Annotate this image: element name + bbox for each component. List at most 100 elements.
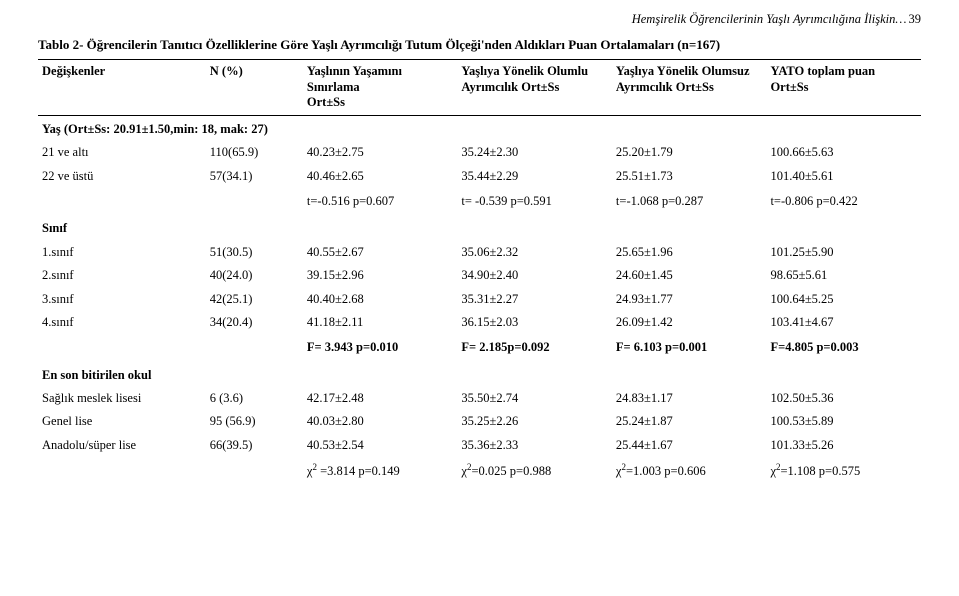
col-c3: Yaşlıya Yönelik Olumsuz Ayrımcılık Ort±S… <box>612 60 767 116</box>
table-row: Genel lise 95 (56.9) 40.03±2.80 35.25±2.… <box>38 410 921 433</box>
row-label: Anadolu/süper lise <box>38 434 206 457</box>
cell: 100.64±5.25 <box>766 288 921 311</box>
cell: 102.50±5.36 <box>766 387 921 410</box>
cell: 40.46±2.65 <box>303 165 458 188</box>
stat-cell: F= 6.103 p=0.001 <box>612 334 767 361</box>
group-sinif-label: Sınıf <box>38 215 921 240</box>
row-n: 34(20.4) <box>206 311 303 334</box>
row-n: 57(34.1) <box>206 165 303 188</box>
row-label: 22 ve üstü <box>38 165 206 188</box>
cell: 25.51±1.73 <box>612 165 767 188</box>
cell: 36.15±2.03 <box>457 311 612 334</box>
row-label: Genel lise <box>38 410 206 433</box>
stat-cell: F= 2.185p=0.092 <box>457 334 612 361</box>
col-c4-line1: YATO toplam puan <box>770 64 875 78</box>
table-row: Anadolu/süper lise 66(39.5) 40.53±2.54 3… <box>38 434 921 457</box>
table-row: 22 ve üstü 57(34.1) 40.46±2.65 35.44±2.2… <box>38 165 921 188</box>
table-title: Tablo 2- Öğrencilerin Tanıtıcı Özellikle… <box>38 37 921 53</box>
row-label: 2.sınıf <box>38 264 206 287</box>
row-label: 4.sınıf <box>38 311 206 334</box>
cell: 35.06±2.32 <box>457 241 612 264</box>
cell: 103.41±4.67 <box>766 311 921 334</box>
cell: 35.25±2.26 <box>457 410 612 433</box>
group-okul-label: En son bitirilen okul <box>38 362 921 387</box>
row-n: 66(39.5) <box>206 434 303 457</box>
running-title: Hemşirelik Öğrencilerinin Yaşlı Ayrımcıl… <box>632 12 907 26</box>
col-c4: YATO toplam puan Ort±Ss <box>766 60 921 116</box>
cell: 40.53±2.54 <box>303 434 458 457</box>
stat-cell: t=-0.806 p=0.422 <box>766 188 921 215</box>
row-n: 95 (56.9) <box>206 410 303 433</box>
cell: 25.20±1.79 <box>612 141 767 164</box>
cell: 24.60±1.45 <box>612 264 767 287</box>
table-row: 21 ve altı 110(65.9) 40.23±2.75 35.24±2.… <box>38 141 921 164</box>
cell: 101.33±5.26 <box>766 434 921 457</box>
cell: 26.09±1.42 <box>612 311 767 334</box>
col-c1: Yaşlının Yaşamını Sınırlama Ort±Ss <box>303 60 458 116</box>
cell: 40.40±2.68 <box>303 288 458 311</box>
row-n: 51(30.5) <box>206 241 303 264</box>
cell: 40.03±2.80 <box>303 410 458 433</box>
cell: 101.40±5.61 <box>766 165 921 188</box>
running-header: Hemşirelik Öğrencilerinin Yaşlı Ayrımcıl… <box>38 12 921 27</box>
row-label: 21 ve altı <box>38 141 206 164</box>
cell: 35.44±2.29 <box>457 165 612 188</box>
col-c2-line2: Ayrımcılık Ort±Ss <box>461 80 559 94</box>
table-row: Sağlık meslek lisesi 6 (3.6) 42.17±2.48 … <box>38 387 921 410</box>
stats-row: F= 3.943 p=0.010 F= 2.185p=0.092 F= 6.10… <box>38 334 921 361</box>
stats-row: χ2 =3.814 p=0.149 χ2=0.025 p=0.988 χ2=1.… <box>38 457 921 486</box>
stats-row: t=-0.516 p=0.607 t= -0.539 p=0.591 t=-1.… <box>38 188 921 215</box>
cell: 42.17±2.48 <box>303 387 458 410</box>
col-variable: Değişkenler <box>38 60 206 116</box>
stat-cell: t=-0.516 p=0.607 <box>303 188 458 215</box>
stat-cell: t=-1.068 p=0.287 <box>612 188 767 215</box>
page-number: 39 <box>909 12 922 26</box>
cell: 100.66±5.63 <box>766 141 921 164</box>
row-label: 3.sınıf <box>38 288 206 311</box>
cell: 40.23±2.75 <box>303 141 458 164</box>
cell: 39.15±2.96 <box>303 264 458 287</box>
table-row: 2.sınıf 40(24.0) 39.15±2.96 34.90±2.40 2… <box>38 264 921 287</box>
row-label: 1.sınıf <box>38 241 206 264</box>
col-n: N (%) <box>206 60 303 116</box>
cell: 35.50±2.74 <box>457 387 612 410</box>
col-c3-line2: Ayrımcılık Ort±Ss <box>616 80 714 94</box>
stat-cell: F= 3.943 p=0.010 <box>303 334 458 361</box>
col-c2: Yaşlıya Yönelik Olumlu Ayrımcılık Ort±Ss <box>457 60 612 116</box>
cell: 25.24±1.87 <box>612 410 767 433</box>
cell: 25.44±1.67 <box>612 434 767 457</box>
stat-cell: χ2=0.025 p=0.988 <box>457 457 612 486</box>
data-table: Değişkenler N (%) Yaşlının Yaşamını Sını… <box>38 59 921 486</box>
row-n: 42(25.1) <box>206 288 303 311</box>
stat-cell: F=4.805 p=0.003 <box>766 334 921 361</box>
row-n: 6 (3.6) <box>206 387 303 410</box>
col-c1-line2: Ort±Ss <box>307 95 345 109</box>
stat-cell: t= -0.539 p=0.591 <box>457 188 612 215</box>
col-c3-line1: Yaşlıya Yönelik Olumsuz <box>616 64 750 78</box>
row-n: 110(65.9) <box>206 141 303 164</box>
table-row: 1.sınıf 51(30.5) 40.55±2.67 35.06±2.32 2… <box>38 241 921 264</box>
cell: 100.53±5.89 <box>766 410 921 433</box>
cell: 41.18±2.11 <box>303 311 458 334</box>
cell: 98.65±5.61 <box>766 264 921 287</box>
cell: 35.24±2.30 <box>457 141 612 164</box>
cell: 35.31±2.27 <box>457 288 612 311</box>
table-row: 4.sınıf 34(20.4) 41.18±2.11 36.15±2.03 2… <box>38 311 921 334</box>
stat-cell: χ2=1.003 p=0.606 <box>612 457 767 486</box>
cell: 24.93±1.77 <box>612 288 767 311</box>
group-yas-label: Yaş (Ort±Ss: 20.91±1.50,min: 18, mak: 27… <box>38 115 921 141</box>
cell: 101.25±5.90 <box>766 241 921 264</box>
row-n: 40(24.0) <box>206 264 303 287</box>
stat-cell: χ2 =3.814 p=0.149 <box>303 457 458 486</box>
cell: 35.36±2.33 <box>457 434 612 457</box>
stat-cell: χ2=1.108 p=0.575 <box>766 457 921 486</box>
row-label: Sağlık meslek lisesi <box>38 387 206 410</box>
col-c1-line1: Yaşlının Yaşamını Sınırlama <box>307 64 402 94</box>
cell: 24.83±1.17 <box>612 387 767 410</box>
col-c4-line2: Ort±Ss <box>770 80 808 94</box>
table-row: 3.sınıf 42(25.1) 40.40±2.68 35.31±2.27 2… <box>38 288 921 311</box>
cell: 25.65±1.96 <box>612 241 767 264</box>
cell: 40.55±2.67 <box>303 241 458 264</box>
col-c2-line1: Yaşlıya Yönelik Olumlu <box>461 64 588 78</box>
cell: 34.90±2.40 <box>457 264 612 287</box>
